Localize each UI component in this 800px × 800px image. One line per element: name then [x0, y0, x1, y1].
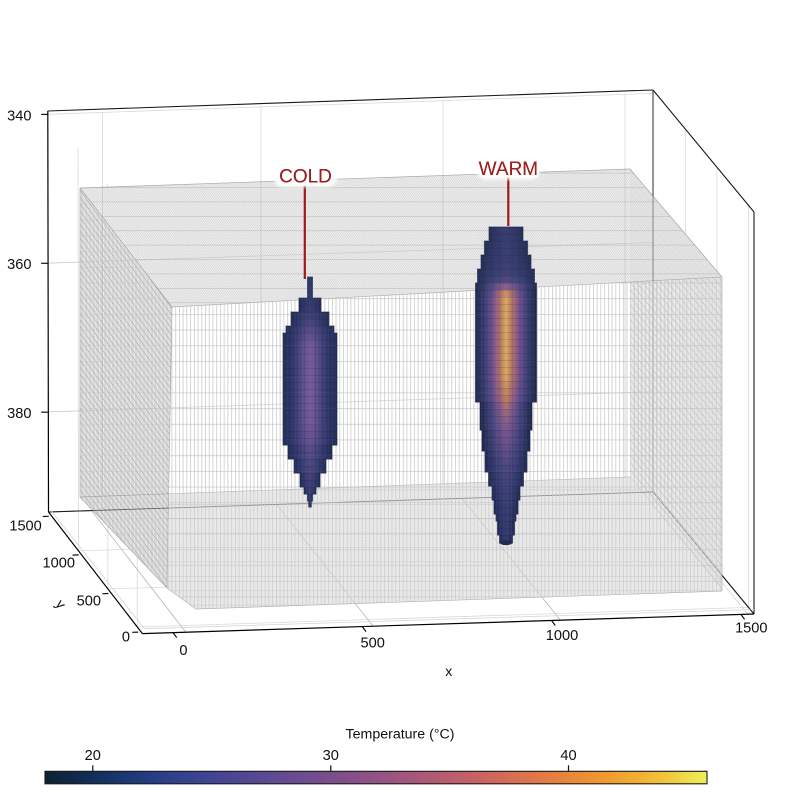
svg-text:1000: 1000 — [546, 628, 578, 644]
svg-text:500: 500 — [361, 635, 385, 651]
svg-text:Temperature (°C): Temperature (°C) — [346, 726, 455, 742]
svg-text:x: x — [445, 663, 452, 679]
svg-text:1500: 1500 — [9, 519, 41, 535]
svg-text:WARM: WARM — [479, 159, 538, 180]
svg-text:30: 30 — [323, 748, 339, 764]
svg-text:WARM: WARM — [479, 159, 538, 180]
svg-text:1000: 1000 — [43, 556, 75, 572]
svg-text:340: 340 — [7, 108, 31, 124]
svg-text:500: 500 — [77, 594, 101, 610]
svg-text:0: 0 — [179, 643, 187, 659]
svg-text:360: 360 — [7, 257, 31, 273]
svg-text:0: 0 — [122, 630, 130, 646]
svg-text:COLD: COLD — [279, 167, 332, 188]
svg-text:20: 20 — [85, 748, 101, 764]
svg-text:40: 40 — [560, 748, 576, 764]
svg-text:380: 380 — [7, 406, 31, 422]
svg-text:1500: 1500 — [735, 620, 767, 636]
svg-text:COLD: COLD — [279, 167, 332, 188]
